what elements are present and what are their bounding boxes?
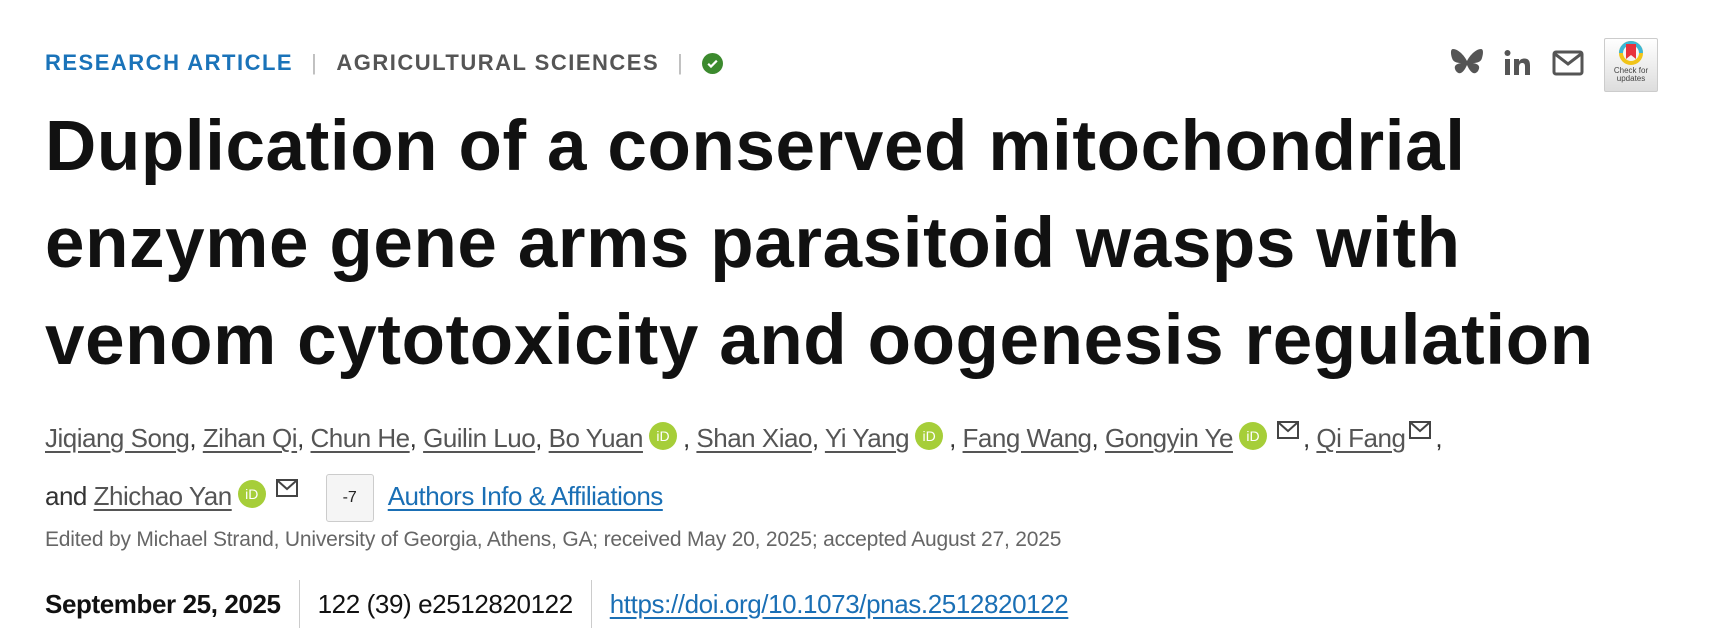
divider — [590, 580, 592, 628]
divider: | — [311, 50, 319, 75]
email-icon[interactable] — [1409, 405, 1432, 455]
authors-affiliations-link[interactable]: Authors Info & Affiliations — [387, 481, 664, 511]
email-icon[interactable] — [275, 463, 298, 513]
orcid-icon[interactable]: iD — [648, 422, 677, 450]
author-link[interactable]: Yi Yang — [824, 423, 910, 453]
check-circle-icon — [702, 52, 724, 74]
doi-link[interactable]: https://doi.org/10.1073/pnas.2512820122 — [609, 588, 1069, 619]
publication-date: September 25, 2025 — [45, 588, 281, 619]
article-kicker: RESEARCH ARTICLE | AGRICULTURAL SCIENCES… — [45, 50, 724, 76]
author-link[interactable]: Chun He — [310, 423, 411, 453]
divider — [298, 580, 300, 628]
author-link[interactable]: Guilin Luo — [423, 423, 536, 453]
share-toolbar: Check for updates — [1450, 38, 1658, 92]
editor-info: Edited by Michael Strand, University of … — [45, 528, 1062, 551]
expand-authors-button[interactable]: -7 — [325, 474, 374, 523]
author-link[interactable]: Bo Yuan — [548, 423, 644, 453]
check-for-updates-label: Check for updates — [1613, 66, 1649, 83]
orcid-icon[interactable]: iD — [915, 422, 944, 450]
article-type[interactable]: RESEARCH ARTICLE — [45, 50, 294, 75]
and-text: and — [45, 481, 87, 511]
orcid-icon[interactable]: iD — [237, 480, 266, 508]
publication-info: September 25, 2025 122 (39) e2512820122 … — [45, 580, 1069, 628]
author-list: Jiqiang Song, Zihan Qi, Chun He, Guilin … — [45, 405, 1715, 523]
email-icon[interactable] — [1276, 405, 1299, 455]
author-link[interactable]: Qi Fang — [1316, 423, 1406, 453]
author-link[interactable]: Shan Xiao — [696, 423, 812, 453]
author-link[interactable]: Zhichao Yan — [93, 481, 233, 511]
article-section[interactable]: AGRICULTURAL SCIENCES — [336, 50, 660, 75]
citation: 122 (39) e2512820122 — [317, 588, 574, 619]
email-icon[interactable] — [1552, 50, 1584, 81]
crossmark-icon — [1619, 41, 1643, 65]
author-link[interactable]: Fang Wang — [962, 423, 1092, 453]
linkedin-icon[interactable] — [1504, 49, 1532, 82]
divider: | — [677, 50, 685, 75]
orcid-icon[interactable]: iD — [1238, 422, 1267, 450]
author-link[interactable]: Jiqiang Song — [45, 423, 190, 453]
author-link[interactable]: Gongyin Ye — [1104, 423, 1234, 453]
author-link[interactable]: Zihan Qi — [202, 423, 298, 453]
bluesky-icon[interactable] — [1450, 47, 1484, 84]
article-title: Duplication of a conserved mitochondrial… — [45, 107, 1594, 380]
check-for-updates-badge[interactable]: Check for updates — [1604, 38, 1658, 92]
